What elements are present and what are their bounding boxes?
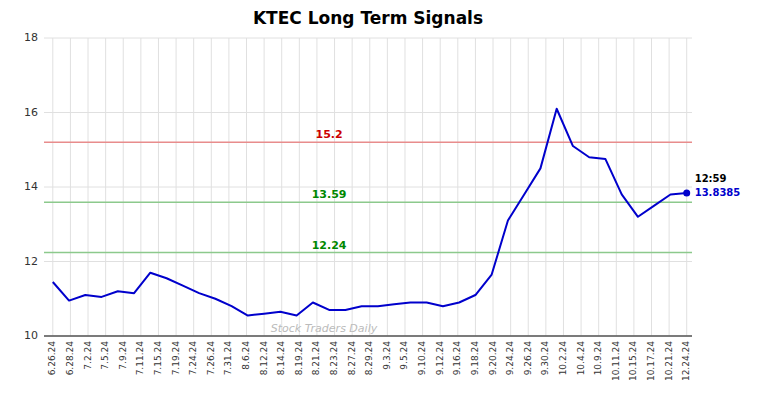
last-point-time: 12:59 [695, 173, 727, 184]
x-tick-label: 9.18.24 [470, 341, 480, 376]
x-tick-label: 8.6.24 [241, 341, 251, 370]
x-tick-label: 10.4.24 [576, 341, 586, 376]
grid-line-x [158, 38, 159, 336]
grid-line-x [581, 38, 582, 336]
x-tick-label: 8.12.24 [259, 341, 269, 376]
grid-line-x [493, 38, 494, 336]
x-tick-label: 10.2.24 [558, 341, 568, 376]
plot-area [53, 109, 687, 316]
grid-line-x [334, 38, 335, 336]
x-tick-label: 7.11.24 [135, 341, 145, 376]
x-tick-label: 9.24.24 [505, 341, 515, 376]
x-tick-label: 10.15.24 [628, 341, 638, 381]
x-tick-label: 8.27.24 [347, 341, 357, 376]
x-axis-line [44, 335, 692, 337]
grid-line-x [316, 38, 317, 336]
x-axis: 6.26.24 6.28.24 7.2.24 7.5.24 7.9.24 7.11.24 7… [47, 341, 691, 381]
grid-line-x [299, 38, 300, 336]
x-tick-label: 8.21.24 [311, 341, 321, 376]
reference-label: 15.2 [316, 128, 343, 141]
x-tick-label: 9.3.24 [382, 341, 392, 370]
x-tick-label: 9.26.24 [523, 341, 533, 376]
x-tick-label: 7.5.24 [100, 341, 110, 370]
reference-label: 12.24 [312, 239, 347, 252]
chart: KTEC Long Term Signals10121416186.26.246… [0, 0, 784, 398]
grid-line-x [633, 38, 634, 336]
grid-line-y [44, 336, 692, 337]
x-tick-label: 7.2.24 [83, 341, 93, 370]
y-tick-label: 14 [24, 180, 38, 193]
x-tick-label: 6.28.24 [65, 341, 75, 376]
y-tick-label: 12 [24, 255, 38, 268]
reference-line [44, 142, 692, 144]
x-tick-label: 7.31.24 [223, 341, 233, 376]
y-tick-label: 18 [24, 31, 38, 44]
last-point-labels: 12:59 13.8385 [695, 173, 741, 198]
reference-labels: 15.2 13.59 12.24 [312, 128, 347, 251]
grid-line-x [598, 38, 599, 336]
x-tick-label: 9.20.24 [488, 341, 498, 376]
x-tick-label: 10.17.24 [646, 341, 656, 381]
grid-line-x [545, 38, 546, 336]
last-point-value: 13.8385 [695, 187, 741, 198]
last-point [683, 190, 690, 197]
grid-line-x [246, 38, 247, 336]
y-axis: 10 12 14 16 18 [24, 31, 38, 342]
x-tick-label: 9.30.24 [540, 341, 550, 376]
grid-line-x [369, 38, 370, 336]
grid-line-x [404, 38, 405, 336]
grid-line-x [651, 38, 652, 336]
grid-line-x [457, 38, 458, 336]
grid-line-x [686, 38, 687, 336]
x-tick-label: 10.21.24 [664, 341, 674, 381]
x-tick-label: 7.15.24 [153, 341, 163, 376]
grid-line-x [352, 38, 353, 336]
x-tick-label: 7.9.24 [118, 341, 128, 370]
grid-line-x [176, 38, 177, 336]
grid-line-x [105, 38, 106, 336]
grid-line-x [281, 38, 282, 336]
grid-line-x [422, 38, 423, 336]
x-tick-label: 10.9.24 [593, 341, 603, 376]
x-tick-label: 12.24.24 [681, 341, 691, 381]
x-tick-label: 8.19.24 [294, 341, 304, 376]
y-tick-label: 16 [24, 106, 38, 119]
x-tick-label: 9.16.24 [452, 341, 462, 376]
reference-label: 13.59 [312, 188, 347, 201]
chart-container: KTEC Long Term Signals10121416186.26.246… [0, 0, 784, 398]
x-tick-label: 8.29.24 [364, 341, 374, 376]
grid-line-x [140, 38, 141, 336]
grid-line-x [70, 38, 71, 336]
watermark: Stock Traders Daily [271, 322, 378, 335]
grid-line-x [440, 38, 441, 336]
grid-line-x [88, 38, 89, 336]
title: KTEC Long Term Signals [253, 8, 483, 28]
grid-line-x [264, 38, 265, 336]
x-tick-label: 8.23.24 [329, 341, 339, 376]
grid-line-x [616, 38, 617, 336]
x-tick-label: 9.10.24 [417, 341, 427, 376]
reference-line [44, 252, 692, 254]
reference-line [44, 202, 692, 204]
grid-line-x [228, 38, 229, 336]
grid-line-x [510, 38, 511, 336]
x-tick-label: 7.19.24 [171, 341, 181, 376]
x-tick-label: 9.5.24 [399, 341, 409, 370]
grid-line-x [475, 38, 476, 336]
grid-line-x [669, 38, 670, 336]
x-tick-label: 9.12.24 [435, 341, 445, 376]
x-tick-label: 6.26.24 [47, 341, 57, 376]
y-tick-label: 10 [24, 329, 38, 342]
price-line [53, 109, 687, 316]
x-tick-label: 7.24.24 [188, 341, 198, 376]
x-tick-label: 7.26.24 [206, 341, 216, 376]
grid-line-x [52, 38, 53, 336]
x-tick-label: 10.11.24 [611, 341, 621, 381]
grid-line-x [387, 38, 388, 336]
grid [44, 38, 692, 336]
grid-line-x [211, 38, 212, 336]
grid-line-x [563, 38, 564, 336]
x-tick-label: 8.14.24 [276, 341, 286, 376]
